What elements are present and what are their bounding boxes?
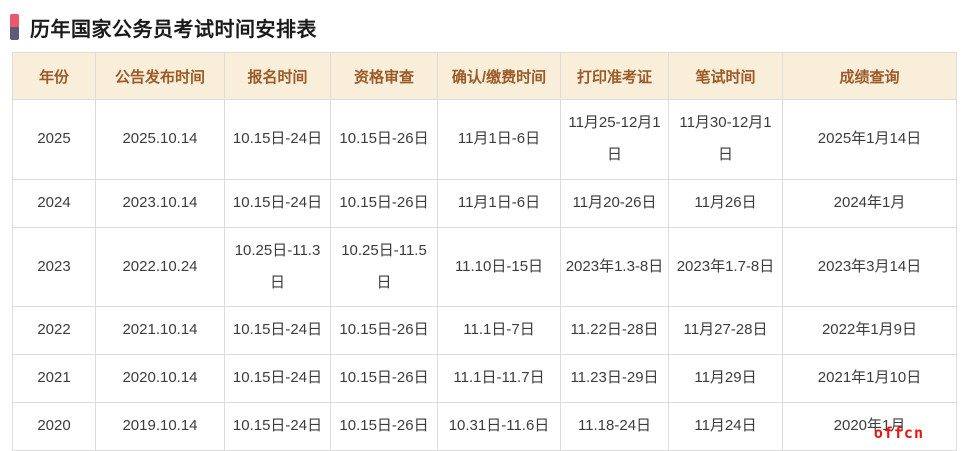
table-cell: 2025年1月14日 [782, 99, 957, 180]
table-cell: 11月1日-6日 [437, 99, 561, 180]
table-body: 2025 2025.10.14 10.15日-24日 10.15日-26日 11月1日-… [12, 99, 957, 451]
table-cell: 11.22日-28日 [560, 306, 669, 355]
table-cell: 10.15日-26日 [330, 354, 438, 403]
table-cell: 2023年1.7-8日 [668, 226, 783, 307]
table-cell: 10.31日-11.6日 [437, 402, 561, 451]
column-header: 打印准考证 [560, 52, 669, 100]
table-cell: 11月30-12月1日 [668, 99, 783, 180]
table-header-row: 年份 公告发布时间 报名时间 资格审查 确认/缴费时间 打印准考证 笔试时间 成绩查询 [12, 52, 957, 100]
table-cell: 2022年1月9日 [782, 306, 957, 355]
column-header: 笔试时间 [668, 52, 783, 100]
table-cell: 2023年3月14日 [782, 226, 957, 307]
column-header: 资格审查 [330, 52, 438, 100]
table-cell: 11.1日-7日 [437, 306, 561, 355]
table-cell: 2025.10.14 [95, 99, 225, 180]
table-cell: 10.15日-26日 [330, 402, 438, 451]
column-header: 确认/缴费时间 [437, 52, 561, 100]
table-cell: 10.15日-26日 [330, 306, 438, 355]
table-cell: 2021年1月10日 [782, 354, 957, 403]
table-cell: 11月1日-6日 [437, 178, 561, 228]
column-header: 报名时间 [224, 52, 331, 100]
table-row: 2023 2022.10.24 10.25日-11.3日 10.25日-11.5日 11… [12, 226, 957, 307]
table-cell: 11月27-28日 [668, 306, 783, 355]
table-cell: 2020年1月 [782, 402, 957, 451]
table-cell: 11月25-12月1日 [560, 99, 669, 180]
table-cell: 10.15日-24日 [224, 178, 331, 228]
table-cell: 11月26日 [668, 178, 783, 228]
year-cell: 2023 [12, 226, 96, 307]
year-cell: 2020 [12, 402, 96, 451]
table-cell: 11月29日 [668, 354, 783, 403]
table-cell: 11.10日-15日 [437, 226, 561, 307]
table-row: 2022 2021.10.14 10.15日-24日 10.15日-26日 11.1日-… [12, 306, 957, 355]
table-cell: 11月24日 [668, 402, 783, 451]
table-cell: 10.25日-11.5日 [330, 226, 438, 307]
table-cell: 11.1日-11.7日 [437, 354, 561, 403]
column-header: 年份 [12, 52, 96, 100]
table-cell: 2019.10.14 [95, 402, 225, 451]
table-cell: 10.15日-26日 [330, 99, 438, 180]
table-cell: 10.15日-24日 [224, 99, 331, 180]
title-bullet-icon [10, 14, 19, 40]
table-row: 2024 2023.10.14 10.15日-24日 10.15日-26日 11月1日-… [12, 178, 957, 228]
table-row: 2020 2019.10.14 10.15日-24日 10.15日-26日 10.31日… [12, 402, 957, 451]
year-cell: 2022 [12, 306, 96, 355]
table-cell: 10.15日-26日 [330, 178, 438, 228]
table-cell: 2022.10.24 [95, 226, 225, 307]
table-cell: 2023.10.14 [95, 178, 225, 228]
table-cell: 11.18-24日 [560, 402, 669, 451]
year-cell: 2024 [12, 178, 96, 228]
table-cell: 10.15日-24日 [224, 402, 331, 451]
table-cell: 2024年1月 [782, 178, 957, 228]
exam-schedule-table: 年份 公告发布时间 报名时间 资格审查 确认/缴费时间 打印准考证 笔试时间 成绩查询 202… [12, 52, 957, 451]
year-cell: 2025 [12, 99, 96, 180]
table-cell: 10.25日-11.3日 [224, 226, 331, 307]
table-cell: 2021.10.14 [95, 306, 225, 355]
title-row: 历年国家公务员考试时间安排表 [0, 0, 968, 44]
page-title: 历年国家公务员考试时间安排表 [30, 18, 317, 41]
table-cell: 11月20-26日 [560, 178, 669, 228]
header-row: 年份 公告发布时间 报名时间 资格审查 确认/缴费时间 打印准考证 笔试时间 成绩查询 [12, 52, 957, 100]
table-row: 2025 2025.10.14 10.15日-24日 10.15日-26日 11月1日-… [12, 99, 957, 180]
table-cell: 10.15日-24日 [224, 354, 331, 403]
table-cell: 2020.10.14 [95, 354, 225, 403]
table-cell: 2023年1.3-8日 [560, 226, 669, 307]
table-cell: 11.23日-29日 [560, 354, 669, 403]
year-cell: 2021 [12, 354, 96, 403]
watermark: offcn [873, 424, 924, 442]
table-cell: 10.15日-24日 [224, 306, 331, 355]
table-row: 2021 2020.10.14 10.15日-24日 10.15日-26日 11.1日-… [12, 354, 957, 403]
column-header: 公告发布时间 [95, 52, 225, 100]
column-header: 成绩查询 [782, 52, 957, 100]
